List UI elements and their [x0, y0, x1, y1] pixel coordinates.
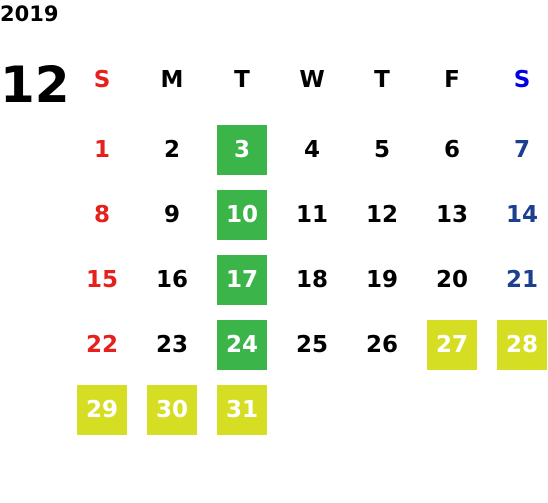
highlighted-day: 10 — [217, 190, 267, 240]
day: 12 — [365, 202, 398, 228]
weekday-label: S — [513, 67, 531, 93]
highlighted-day: 28 — [497, 320, 547, 370]
day: 16 — [155, 267, 188, 293]
highlighted-day: 24 — [217, 320, 267, 370]
day: 23 — [155, 332, 188, 358]
day: 26 — [365, 332, 398, 358]
day: 11 — [295, 202, 328, 228]
day: 1 — [93, 137, 110, 163]
highlighted-day: 31 — [217, 385, 267, 435]
highlighted-day: 29 — [77, 385, 127, 435]
highlighted-day: 3 — [217, 125, 267, 175]
highlighted-day: 30 — [147, 385, 197, 435]
highlighted-day: 17 — [217, 255, 267, 305]
weekday-label: T — [374, 67, 390, 93]
weekday-label: S — [93, 67, 111, 93]
day: 7 — [513, 137, 530, 163]
weekday-label: W — [299, 67, 325, 93]
weekday-label: M — [160, 67, 184, 93]
month: 12 — [0, 56, 70, 114]
day: 20 — [435, 267, 468, 293]
highlighted-day: 27 — [427, 320, 477, 370]
year: 2019 — [0, 2, 59, 26]
day: 14 — [505, 202, 538, 228]
day: 21 — [505, 267, 538, 293]
day: 9 — [163, 202, 180, 228]
day: 22 — [85, 332, 118, 358]
weekday-label: T — [234, 67, 250, 93]
day: 15 — [85, 267, 118, 293]
day: 4 — [303, 137, 320, 163]
day: 2 — [163, 137, 180, 163]
weekday-label: F — [444, 67, 460, 93]
day: 18 — [295, 267, 328, 293]
day: 13 — [435, 202, 468, 228]
day: 5 — [373, 137, 390, 163]
day: 8 — [93, 202, 110, 228]
day: 6 — [443, 137, 460, 163]
day: 19 — [365, 267, 398, 293]
day: 25 — [295, 332, 328, 358]
